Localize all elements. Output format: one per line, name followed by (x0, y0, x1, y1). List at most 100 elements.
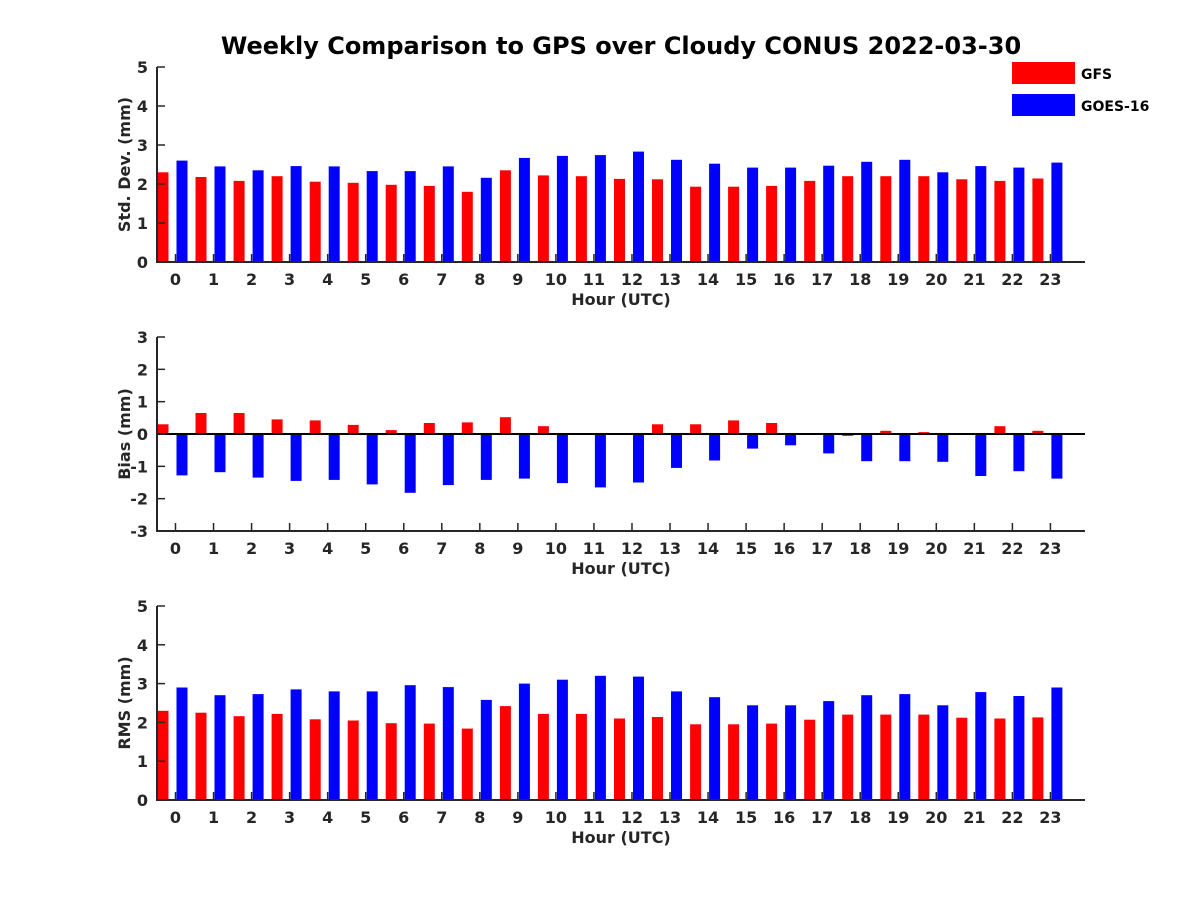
x-tick-label: 10 (545, 270, 567, 289)
bar-goes16-0 (176, 687, 188, 800)
bar-gfs-19 (880, 176, 892, 262)
x-axis-label: Hour (UTC) (571, 828, 671, 847)
legend-label-goes16: GOES-16 (1081, 99, 1149, 115)
bar-goes16-3 (290, 166, 302, 262)
bar-gfs-0 (157, 424, 169, 434)
bar-gfs-12 (614, 178, 625, 262)
x-axis-label: Hour (UTC) (571, 290, 671, 309)
bar-gfs-4 (309, 719, 321, 800)
x-tick-label: 21 (963, 808, 985, 827)
y-tick-label: 2 (137, 175, 148, 194)
x-tick-label: 6 (398, 270, 409, 289)
bar-goes16-5 (366, 691, 378, 800)
x-tick-label: 1 (208, 808, 219, 827)
x-tick-label: 11 (583, 539, 605, 558)
bar-goes16-11 (594, 155, 606, 262)
bar-gfs-6 (385, 184, 397, 262)
bar-gfs-11 (575, 176, 587, 262)
bar-goes16-5 (366, 434, 378, 485)
x-tick-label: 3 (284, 539, 295, 558)
bar-goes16-2 (252, 434, 264, 478)
x-tick-label: 16 (773, 539, 795, 558)
x-tick-label: 15 (735, 270, 757, 289)
x-tick-label: 4 (322, 808, 333, 827)
bar-gfs-15 (728, 420, 740, 434)
x-tick-label: 8 (474, 270, 485, 289)
bar-goes16-1 (214, 434, 226, 473)
bar-gfs-21 (956, 717, 968, 800)
bar-goes16-17 (823, 434, 835, 454)
bar-goes16-18 (861, 161, 873, 262)
y-tick-label: 0 (137, 791, 148, 810)
bar-gfs-4 (309, 420, 321, 434)
bar-gfs-23 (1032, 430, 1044, 434)
bar-gfs-8 (461, 422, 473, 434)
bar-goes16-7 (442, 434, 454, 486)
bar-gfs-2 (233, 413, 245, 434)
x-tick-label: 0 (170, 539, 181, 558)
bar-goes16-23 (1051, 687, 1063, 800)
x-tick-label: 6 (398, 808, 409, 827)
x-tick-label: 18 (849, 539, 871, 558)
x-tick-label: 17 (811, 539, 833, 558)
x-tick-label: 21 (963, 270, 985, 289)
bar-gfs-6 (385, 723, 397, 800)
x-tick-label: 2 (246, 808, 257, 827)
bar-goes16-6 (404, 434, 416, 493)
bar-goes16-2 (252, 694, 264, 800)
bar-gfs-8 (461, 191, 473, 262)
y-tick-label: 5 (137, 58, 148, 77)
bar-gfs-0 (157, 710, 169, 800)
x-tick-label: 20 (925, 270, 947, 289)
y-tick-label: 3 (137, 136, 148, 155)
bar-gfs-10 (537, 713, 549, 800)
x-tick-label: 1 (208, 270, 219, 289)
x-tick-label: 5 (360, 270, 371, 289)
x-tick-label: 8 (474, 808, 485, 827)
bar-gfs-19 (880, 714, 892, 800)
bar-goes16-0 (176, 434, 188, 476)
bar-goes16-7 (442, 687, 454, 800)
x-tick-label: 11 (583, 808, 605, 827)
bar-goes16-10 (556, 434, 568, 484)
y-tick-label: 2 (137, 713, 148, 732)
bar-gfs-0 (157, 172, 169, 262)
x-tick-label: 19 (887, 270, 909, 289)
bar-gfs-7 (423, 423, 435, 434)
x-tick-label: 10 (545, 808, 567, 827)
bar-gfs-2 (233, 180, 245, 262)
x-tick-label: 13 (659, 539, 681, 558)
bar-gfs-14 (690, 186, 702, 262)
bar-goes16-11 (594, 434, 606, 488)
x-tick-label: 3 (284, 270, 295, 289)
bar-gfs-16 (766, 423, 778, 434)
bar-gfs-20 (918, 176, 930, 262)
bar-goes16-15 (747, 167, 759, 262)
bar-goes16-0 (176, 160, 188, 262)
x-tick-label: 7 (436, 539, 447, 558)
bar-gfs-9 (499, 706, 511, 800)
x-tick-label: 4 (322, 270, 333, 289)
bar-goes16-12 (633, 434, 644, 483)
y-tick-label: 2 (137, 360, 148, 379)
bar-goes16-13 (671, 691, 682, 800)
bar-goes16-15 (747, 434, 759, 449)
bar-gfs-23 (1032, 717, 1044, 800)
bar-goes16-8 (480, 699, 492, 800)
legend-swatch-goes16 (1012, 94, 1075, 116)
x-tick-label: 19 (887, 539, 909, 558)
x-tick-label: 6 (398, 539, 409, 558)
x-tick-label: 0 (170, 808, 181, 827)
bar-goes16-17 (823, 701, 835, 800)
bar-goes16-8 (480, 177, 492, 262)
bar-goes16-16 (785, 167, 797, 262)
bar-goes16-20 (937, 172, 949, 262)
bar-goes16-18 (861, 695, 873, 800)
bar-gfs-19 (880, 430, 892, 434)
bar-goes16-12 (633, 676, 644, 800)
x-tick-label: 20 (925, 808, 947, 827)
y-tick-label: 5 (137, 597, 148, 616)
x-tick-label: 15 (735, 808, 757, 827)
